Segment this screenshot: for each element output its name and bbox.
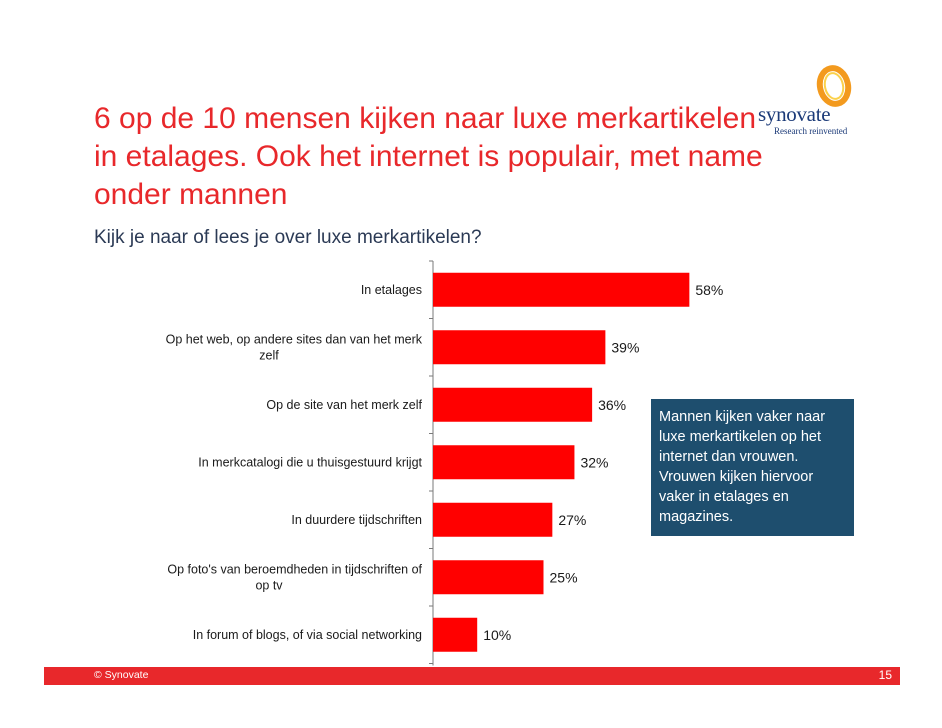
footer-copyright: © Synovate xyxy=(94,669,149,681)
value-label: 58% xyxy=(695,282,723,298)
category-label-line: Op foto's van beroemdheden in tijdschrif… xyxy=(167,562,422,576)
bar xyxy=(433,272,690,307)
value-label: 10% xyxy=(483,627,511,643)
category-label: In duurdere tijdschriften xyxy=(291,513,422,527)
page-number: 15 xyxy=(878,668,892,682)
category-label-line: In merkcatalogi die u thuisgestuurd krij… xyxy=(198,455,422,469)
bar xyxy=(433,617,478,652)
category-label: In etalages xyxy=(361,283,422,297)
category-label-line: In etalages xyxy=(361,283,422,297)
footer-bar: © Synovate 15 xyxy=(44,667,900,685)
logo-tagline: Research reinvented xyxy=(774,126,848,136)
category-label-line: In forum of blogs, of via social network… xyxy=(193,628,422,642)
bar xyxy=(433,445,575,480)
category-label: Op foto's van beroemdheden in tijdschrif… xyxy=(167,562,422,592)
category-label: Op het web, op andere sites dan van het … xyxy=(166,332,423,362)
value-label: 32% xyxy=(580,454,608,470)
synovate-logo: synovate Research reinvented xyxy=(748,64,858,144)
value-label: 36% xyxy=(598,397,626,413)
category-label: In forum of blogs, of via social network… xyxy=(193,628,422,642)
category-label-line: In duurdere tijdschriften xyxy=(291,513,422,527)
logo-wordmark: synovate xyxy=(758,102,831,126)
bar xyxy=(433,502,553,537)
bar xyxy=(433,560,544,595)
bar xyxy=(433,387,593,422)
category-label: In merkcatalogi die u thuisgestuurd krij… xyxy=(198,455,422,469)
bar xyxy=(433,330,606,365)
category-label-line: Op de site van het merk zelf xyxy=(266,398,422,412)
category-label-line: op tv xyxy=(255,578,283,592)
value-label: 39% xyxy=(611,339,639,355)
slide-title: 6 op de 10 mensen kijken naar luxe merka… xyxy=(94,102,763,211)
category-label: Op de site van het merk zelf xyxy=(266,398,422,412)
category-label-line: zelf xyxy=(259,348,279,362)
chart-question: Kijk je naar of lees je over luxe merkar… xyxy=(94,227,482,248)
logo-ring-icon xyxy=(816,65,852,107)
insight-callout: Mannen kijken vaker naar luxe merkartike… xyxy=(651,399,854,536)
value-label: 27% xyxy=(558,512,586,528)
category-label-line: Op het web, op andere sites dan van het … xyxy=(166,332,423,346)
value-label: 25% xyxy=(550,569,578,585)
